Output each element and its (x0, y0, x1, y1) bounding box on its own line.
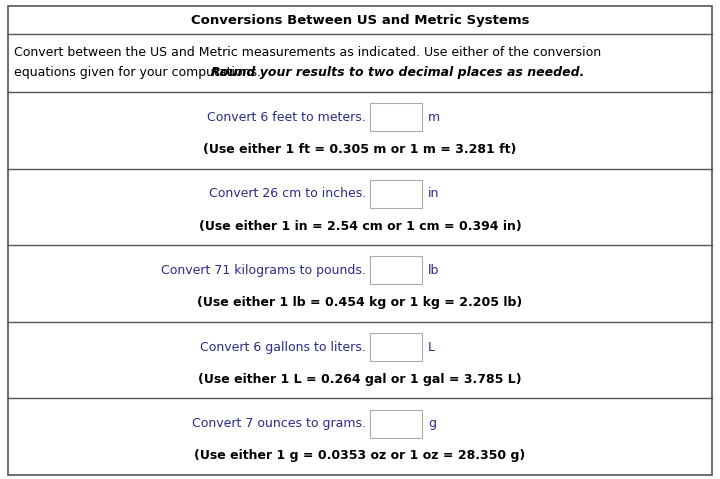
Text: Convert 6 gallons to liters.: Convert 6 gallons to liters. (200, 341, 366, 354)
Text: equations given for your computations.: equations given for your computations. (14, 66, 265, 79)
Text: m: m (428, 111, 440, 124)
Text: (Use either 1 ft = 0.305 m or 1 m = 3.281 ft): (Use either 1 ft = 0.305 m or 1 m = 3.28… (203, 143, 517, 156)
Bar (370, 410, 422, 438)
Text: Round your results to two decimal places as needed.: Round your results to two decimal places… (211, 66, 585, 79)
Text: Convert 26 cm to inches.: Convert 26 cm to inches. (209, 187, 366, 200)
Text: L: L (428, 341, 435, 354)
Text: lb: lb (428, 264, 439, 277)
Text: Convert 71 kilograms to pounds.: Convert 71 kilograms to pounds. (161, 264, 366, 277)
Text: (Use either 1 in = 2.54 cm or 1 cm = 0.394 in): (Use either 1 in = 2.54 cm or 1 cm = 0.3… (199, 219, 521, 232)
Bar (370, 180, 422, 208)
Text: Convert 7 ounces to grams.: Convert 7 ounces to grams. (192, 417, 366, 430)
Text: in: in (428, 187, 439, 200)
Bar (370, 103, 422, 131)
Bar (370, 333, 422, 361)
Text: (Use either 1 lb = 0.454 kg or 1 kg = 2.205 lb): (Use either 1 lb = 0.454 kg or 1 kg = 2.… (197, 296, 523, 309)
Text: (Use either 1 L = 0.264 gal or 1 gal = 3.785 L): (Use either 1 L = 0.264 gal or 1 gal = 3… (198, 373, 522, 386)
Text: Convert between the US and Metric measurements as indicated. Use either of the c: Convert between the US and Metric measur… (14, 46, 601, 58)
Text: g: g (428, 417, 436, 430)
Bar (370, 256, 422, 285)
Text: (Use either 1 g = 0.0353 oz or 1 oz = 28.350 g): (Use either 1 g = 0.0353 oz or 1 oz = 28… (194, 449, 526, 462)
Text: Convert 6 feet to meters.: Convert 6 feet to meters. (207, 111, 366, 124)
Text: Conversions Between US and Metric Systems: Conversions Between US and Metric System… (191, 13, 529, 26)
